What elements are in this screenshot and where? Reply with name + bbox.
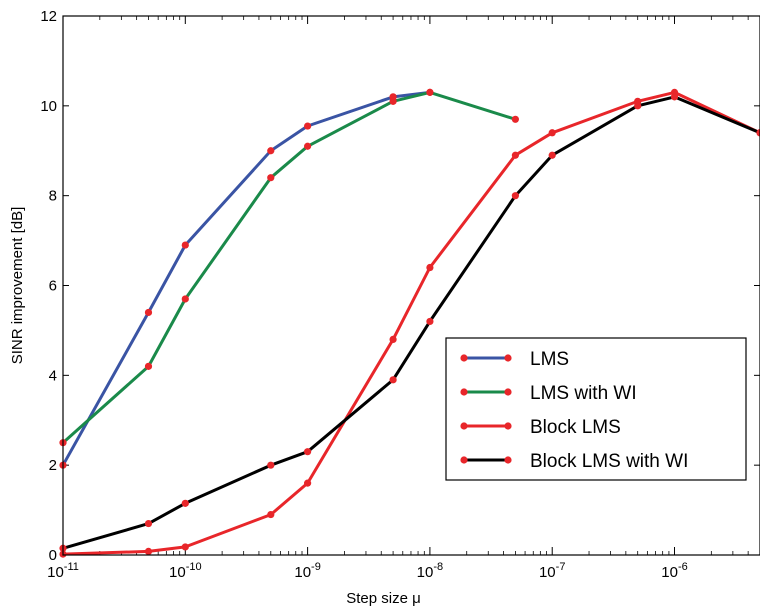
data-point-block-lms-with-wi (634, 102, 642, 110)
y-tick-label: 4 (49, 367, 57, 384)
series-line-block-lms (62, 90, 760, 556)
series-line-lms-with-wi (62, 90, 516, 444)
tick-labels: 0 2 4 6 8 10 12 10-11 10-10 10-9 10-8 10-7 10-6 (40, 8, 687, 581)
y-tick-label: 6 (49, 278, 57, 295)
y-axis-label: SINR improvement [dB] (9, 207, 26, 365)
data-point-block-lms (304, 479, 312, 487)
data-point-block-lms (511, 151, 519, 159)
legend-marker (504, 354, 512, 362)
x-tick-label: 10-6 (661, 561, 687, 581)
data-point-block-lms (181, 543, 189, 551)
data-point-block-lms (389, 335, 397, 343)
legend-label-lms-with-wi: LMS with WI (530, 383, 637, 404)
y-tick-label: 10 (40, 98, 57, 115)
x-axis-label: Step size μ (346, 590, 421, 607)
y-tick-label: 8 (49, 188, 57, 205)
legend-marker (460, 422, 468, 430)
data-point-lms-with-wi (426, 88, 434, 96)
data-point-lms (267, 147, 275, 155)
data-point-block-lms-with-wi (548, 151, 556, 159)
data-point-block-lms (267, 510, 275, 519)
plot-frame (62, 15, 760, 556)
data-point-block-lms-with-wi (389, 376, 397, 384)
data-point-lms-with-wi (389, 97, 397, 105)
legend: LMS LMS with WI Block LMS Block LMS with WI (445, 337, 747, 481)
data-point-lms-with-wi (304, 142, 312, 150)
x-tick-label: 10-8 (417, 561, 443, 581)
data-point-lms (181, 241, 189, 249)
legend-marker (504, 388, 512, 396)
data-point-block-lms (548, 129, 556, 137)
legend-marker (460, 456, 468, 464)
data-point-lms-with-wi (181, 295, 189, 303)
data-point-block-lms-with-wi (670, 93, 679, 101)
data-point-block-lms-with-wi (756, 129, 760, 137)
data-point-lms-with-wi (144, 362, 153, 370)
data-point-block-lms-with-wi (511, 192, 519, 200)
series-line-block-lms-with-wi (62, 95, 760, 550)
legend-marker (504, 422, 512, 430)
legend-box (445, 337, 747, 481)
data-point-block-lms-with-wi (144, 519, 153, 528)
x-tick-label: 10-7 (539, 561, 565, 581)
legend-label-lms: LMS (530, 349, 569, 370)
data-point-block-lms-with-wi (304, 448, 312, 456)
data-point-lms-with-wi (511, 115, 519, 123)
legend-marker (460, 354, 468, 362)
data-point-block-lms (144, 547, 153, 556)
legend-label-block-lms-with-wi: Block LMS with WI (530, 451, 688, 472)
x-tick-label: 10-10 (169, 561, 202, 581)
data-point-lms (304, 122, 312, 130)
data-point-block-lms (426, 263, 434, 272)
data-point-block-lms-with-wi (267, 461, 275, 469)
data-point-lms (144, 308, 153, 317)
y-tick-label: 2 (49, 457, 57, 474)
x-tick-label: 10-11 (47, 561, 79, 581)
legend-marker (460, 388, 468, 396)
y-tick-label: 0 (49, 547, 57, 564)
y-tick-label: 12 (40, 8, 57, 25)
series-layer (59, 88, 760, 558)
x-tick-label: 10-9 (294, 561, 320, 581)
data-point-block-lms-with-wi (426, 317, 434, 326)
legend-marker (504, 456, 512, 464)
data-point-block-lms-with-wi (181, 499, 189, 507)
legend-label-block-lms: Block LMS (530, 417, 621, 438)
data-point-lms-with-wi (267, 174, 275, 182)
